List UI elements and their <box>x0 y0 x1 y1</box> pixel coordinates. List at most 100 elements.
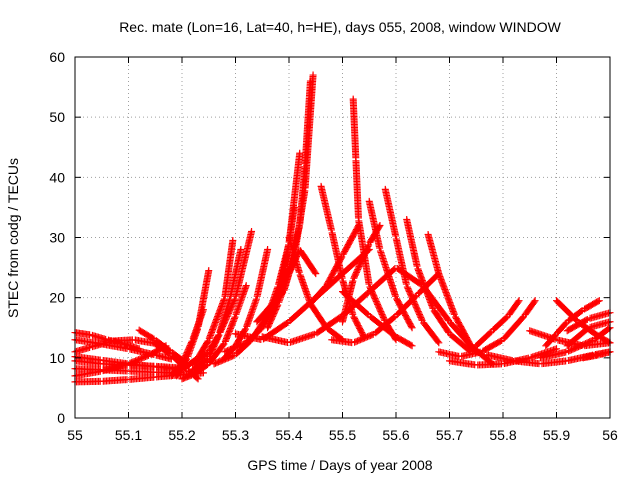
data-point <box>392 232 400 240</box>
data-arc <box>71 336 159 356</box>
data-point <box>248 227 256 235</box>
data-point <box>96 367 104 375</box>
data-point <box>502 314 510 322</box>
data-point <box>434 271 442 279</box>
data-point <box>561 320 569 328</box>
data-point <box>444 327 452 335</box>
data-point <box>237 246 245 254</box>
data-arc <box>563 318 614 350</box>
data-arc <box>472 297 523 350</box>
data-point <box>376 221 384 229</box>
y-tick-label: 10 <box>49 350 65 366</box>
data-point <box>530 298 538 306</box>
data-arc <box>339 288 416 350</box>
data-point <box>411 293 419 301</box>
data-marks <box>71 71 614 386</box>
data-point <box>309 71 317 79</box>
data-arc <box>381 185 443 347</box>
data-point <box>312 270 320 278</box>
data-point <box>242 282 250 290</box>
data-arc <box>536 324 614 362</box>
data-point <box>205 267 213 275</box>
data-point <box>390 331 398 339</box>
x-tick-label: 55.6 <box>382 427 409 443</box>
x-tick-label: 55.2 <box>168 427 195 443</box>
data-point <box>214 332 222 340</box>
data-point <box>365 246 373 254</box>
data-point <box>194 375 202 383</box>
x-tick-label: 56 <box>602 427 618 443</box>
data-point <box>515 297 523 305</box>
data-point <box>282 319 290 327</box>
data-point <box>444 315 452 323</box>
data-point <box>551 335 559 343</box>
y-tick-label: 50 <box>49 109 65 125</box>
data-point <box>408 342 416 350</box>
data-point <box>435 270 443 278</box>
data-point <box>355 221 363 229</box>
data-point <box>380 315 388 323</box>
data-point <box>219 341 227 349</box>
data-point <box>273 303 281 311</box>
data-point <box>256 326 264 334</box>
data-point <box>239 340 247 348</box>
data-point <box>295 268 303 276</box>
x-tick-label: 55.9 <box>543 427 570 443</box>
data-point <box>203 338 211 346</box>
data-arc <box>526 327 614 350</box>
data-point <box>229 352 237 360</box>
data-arc <box>189 227 256 368</box>
data-point <box>149 334 157 342</box>
y-tick-label: 40 <box>49 169 65 185</box>
data-point <box>123 345 131 353</box>
x-tick-label: 55.5 <box>329 427 356 443</box>
data-arc <box>285 234 346 344</box>
y-tick-label: 20 <box>49 290 65 306</box>
x-tick-label: 55.4 <box>275 427 302 443</box>
data-point <box>435 339 443 347</box>
data-point <box>230 297 238 305</box>
data-point <box>327 226 335 234</box>
data-point <box>582 326 590 334</box>
data-point <box>407 322 415 330</box>
axis-ticks <box>74 56 611 419</box>
data-point <box>514 298 522 306</box>
data-point <box>531 297 539 305</box>
data-point <box>182 356 190 364</box>
data-point <box>337 254 345 262</box>
data-point <box>417 315 425 323</box>
y-tick-label: 0 <box>57 410 65 426</box>
data-arc <box>435 297 539 360</box>
data-point <box>231 295 239 303</box>
data-point <box>416 280 424 288</box>
data-point <box>86 343 94 351</box>
data-point <box>264 246 272 254</box>
data-point <box>336 313 344 321</box>
data-point <box>202 350 210 358</box>
data-point <box>311 268 319 276</box>
y-axis-label: STEC from codg / TECUs <box>5 158 21 318</box>
data-arc <box>178 237 237 374</box>
x-tick-label: 55.7 <box>436 427 463 443</box>
data-arc <box>232 246 373 343</box>
data-arc <box>563 309 614 335</box>
data-arc <box>579 348 614 362</box>
data-point <box>364 247 372 255</box>
data-point <box>368 331 376 339</box>
data-point <box>605 325 613 333</box>
data-point <box>143 352 151 360</box>
x-tick-label: 55.8 <box>489 427 516 443</box>
data-point <box>594 297 602 305</box>
x-tick-label: 55.3 <box>222 427 249 443</box>
data-point <box>594 351 602 359</box>
data-point <box>390 314 398 322</box>
data-point <box>363 310 371 318</box>
data-point <box>413 262 421 270</box>
data-point <box>165 349 173 357</box>
data-point <box>252 295 260 303</box>
data-point <box>349 277 357 285</box>
x-axis-label: GPS time / Days of year 2008 <box>247 457 432 473</box>
data-point <box>365 280 373 288</box>
data-point <box>309 296 317 304</box>
data-point <box>595 297 603 305</box>
